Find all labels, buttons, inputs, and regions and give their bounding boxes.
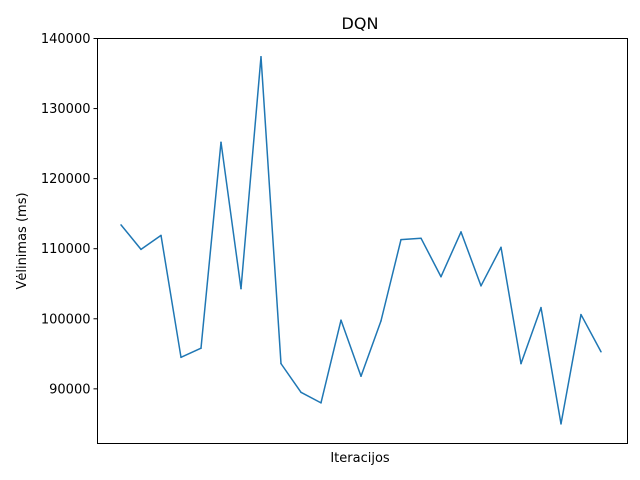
- data-point: [560, 423, 562, 425]
- y-axis-ticks: 90000 100000 110000 120000 130000 140000: [41, 32, 98, 397]
- y-tick-label: 90000: [49, 382, 90, 397]
- data-point: [440, 275, 442, 278]
- plot-area: [120, 55, 602, 425]
- data-point: [240, 287, 242, 290]
- data-point: [540, 306, 542, 309]
- data-point: [460, 231, 462, 233]
- data-point: [500, 246, 502, 249]
- y-tick-label: 120000: [41, 172, 91, 187]
- data-point: [600, 350, 602, 353]
- data-point: [520, 362, 522, 365]
- y-tick-label: 130000: [41, 102, 91, 117]
- data-point: [220, 141, 222, 143]
- data-point: [280, 362, 282, 365]
- y-axis-label: Vėlinimas (ms): [15, 192, 30, 289]
- data-point: [420, 237, 422, 239]
- data-point: [340, 319, 342, 321]
- y-tick-label: 100000: [41, 312, 91, 327]
- data-point: [260, 55, 262, 58]
- data-point: [480, 285, 482, 287]
- data-point: [320, 402, 322, 404]
- data-point: [200, 347, 202, 349]
- data-point: [580, 313, 582, 316]
- plot-frame: [97, 38, 628, 444]
- chart-title: DQN: [342, 14, 379, 33]
- data-point: [300, 391, 302, 394]
- data-point: [140, 248, 142, 251]
- data-point: [160, 234, 162, 237]
- data-point: [400, 238, 402, 241]
- y-tick-label: 140000: [41, 32, 91, 47]
- data-point: [360, 375, 362, 377]
- x-axis-label: Iteracijos: [330, 451, 390, 466]
- data-point: [120, 224, 122, 226]
- data-point: [380, 320, 382, 322]
- y-tick-label: 110000: [41, 242, 91, 257]
- data-point: [180, 356, 182, 359]
